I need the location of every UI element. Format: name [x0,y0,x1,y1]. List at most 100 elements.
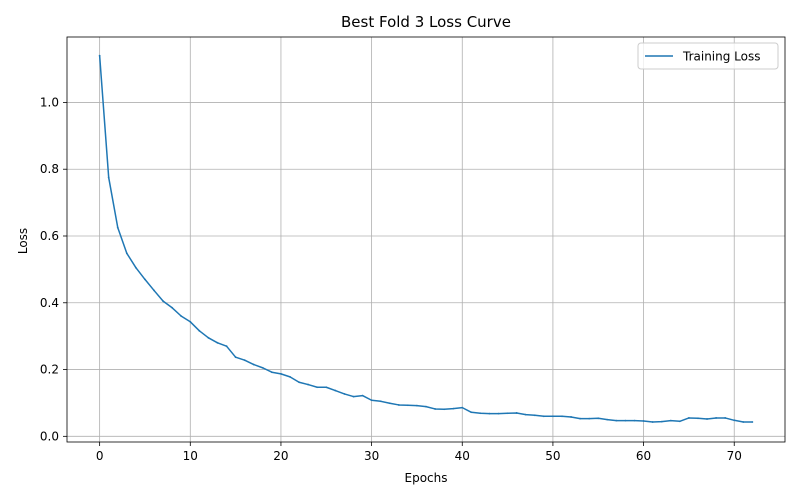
data-point [116,226,119,229]
data-point [98,54,101,57]
data-point [189,320,192,323]
series-line-training-loss [98,55,753,423]
data-point [343,393,346,395]
data-point [542,415,545,418]
data-point [434,408,436,410]
data-point [561,415,563,418]
data-point [524,413,527,416]
ticks-layer: 0 10 20 30 40 50 60 70 0.0 0.2 0.4 0.6 0.8 1.0 [40,95,742,463]
data-point [162,300,164,303]
data-point [379,400,382,403]
data-point [397,404,400,406]
data-point [697,417,699,420]
data-point [452,407,455,410]
data-point [171,306,174,309]
data-point [280,372,282,375]
data-point [107,176,110,179]
x-tick-label: 70 [727,449,742,463]
data-point [688,417,690,419]
data-point [406,404,409,407]
data-point [742,421,745,423]
data-point [724,417,727,419]
data-point [579,417,582,420]
data-point [316,386,319,389]
x-tick-label: 0 [96,449,104,463]
data-point [624,419,627,422]
legend-box [637,42,779,70]
data-point [234,356,237,359]
data-point [425,405,427,408]
data-point [552,415,554,418]
data-point [678,420,681,423]
y-tick-label: 0.0 [40,429,59,443]
data-point [497,412,500,415]
data-point [597,417,600,420]
data-point [443,408,446,411]
data-point [207,336,210,339]
x-axis-label: Epochs [405,471,448,485]
data-point [289,375,291,378]
data-point [461,406,464,409]
data-point [515,412,518,414]
y-tick-label: 1.0 [40,95,59,109]
data-point [506,412,509,415]
data-point [370,399,373,402]
data-point [252,363,255,366]
x-tick-label: 40 [455,449,470,463]
data-point [125,252,128,255]
y-tick-label: 0.8 [40,162,59,176]
data-point [361,394,364,397]
data-point [751,421,754,423]
data-point [352,395,355,398]
data-point [270,371,273,374]
x-tick-label: 10 [183,449,198,463]
data-point [216,341,219,344]
legend: Training Loss [637,42,779,70]
y-tick-label: 0.6 [40,229,59,243]
data-point [334,389,337,392]
data-point [261,366,264,369]
data-point [307,383,310,386]
data-point [606,418,609,421]
data-point [180,315,183,318]
plot-frame [66,36,786,443]
data-point [298,381,300,384]
x-tick-label: 50 [545,449,560,463]
data-point [225,345,228,348]
data-point [570,416,572,418]
x-tick-label: 60 [636,449,651,463]
data-point [706,418,708,420]
data-point [470,411,473,414]
y-axis-label: Loss [16,228,30,254]
data-point [633,419,636,422]
data-point [533,414,536,417]
y-tick-label: 0.2 [40,363,59,377]
data-point [669,419,672,422]
grid-layer [67,37,785,442]
data-point [488,412,491,415]
y-tick-label: 0.4 [40,296,59,310]
x-tick-label: 20 [273,449,288,463]
axes-layer [66,36,786,443]
data-point [660,420,663,423]
data-point [715,417,718,419]
chart-title: Best Fold 3 Loss Curve [341,13,511,31]
data-point [144,278,146,281]
data-point [243,359,246,362]
data-point [588,417,591,420]
legend-label-training-loss: Training Loss [682,50,760,64]
data-point [134,266,137,269]
data-point [325,386,328,389]
data-point [198,329,201,332]
x-tick-label: 30 [364,449,379,463]
data-point [416,404,418,407]
data-point [733,419,736,422]
data-point [651,421,654,423]
series-layer [98,54,754,423]
data-point [615,419,618,422]
data-point [153,289,155,292]
data-point [642,420,645,422]
data-point [388,402,391,405]
